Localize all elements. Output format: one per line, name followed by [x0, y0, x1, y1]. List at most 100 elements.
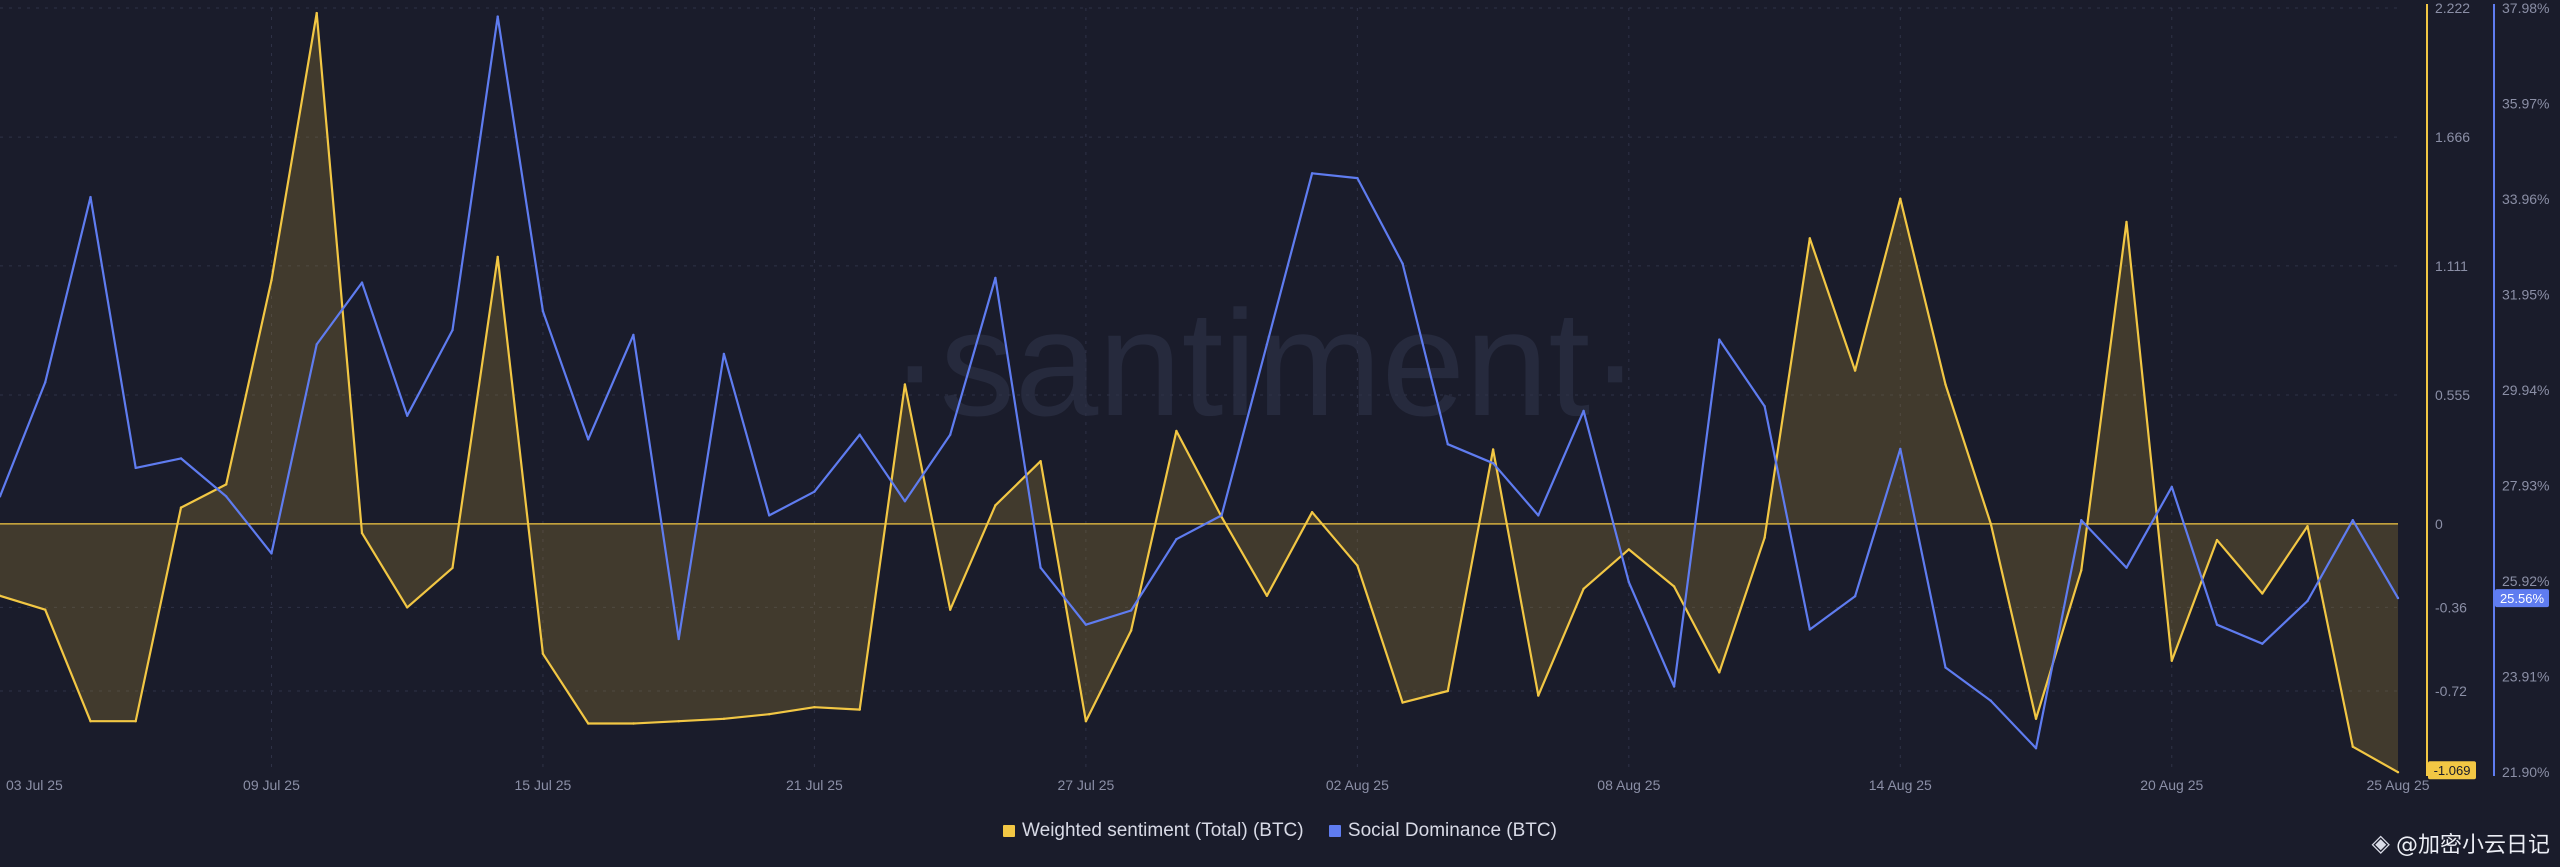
dominance-current-badge: [2495, 589, 2549, 608]
point-sentiment-18: [813, 706, 816, 709]
point-sentiment-35: [1582, 587, 1585, 590]
x-tick-label: 08 Aug 25: [1597, 777, 1660, 793]
point-dominance-28: [1265, 343, 1269, 346]
point-dominance-11: [496, 15, 499, 18]
x-tick-label: 20 Aug 25: [2140, 777, 2203, 793]
sentiment-tick-label: 0.555: [2435, 387, 2470, 403]
sentiment-tick-label: -0.72: [2435, 683, 2467, 699]
point-sentiment-44: [1989, 522, 1993, 525]
x-tick-label: 15 Jul 25: [515, 777, 572, 793]
sentiment-current-badge: [2428, 761, 2476, 780]
sentiment-tick-label: -0.36: [2435, 599, 2467, 615]
dominance-tick-label: 23.91%: [2502, 669, 2549, 685]
point-sentiment-40: [1808, 237, 1812, 240]
point-sentiment-46: [2080, 569, 2083, 572]
point-dominance-30: [1356, 176, 1359, 180]
diamond-logo-icon: ◈: [2371, 829, 2390, 857]
point-sentiment-51: [2306, 525, 2309, 528]
point-dominance-9: [406, 414, 409, 417]
point-dominance-14: [632, 333, 635, 337]
point-dominance-10: [451, 328, 454, 332]
point-dominance-20: [903, 500, 907, 503]
area-fill-weighted-sentiment: [0, 13, 2398, 773]
point-sentiment-26: [1175, 429, 1178, 433]
point-dominance-36: [1627, 580, 1631, 584]
point-dominance-4: [179, 457, 183, 460]
point-sentiment-9: [406, 606, 409, 609]
point-dominance-2: [89, 195, 92, 199]
point-sentiment-16: [722, 717, 726, 720]
point-sentiment-21: [949, 608, 952, 611]
point-dominance-43: [1944, 666, 1947, 669]
credit-watermark: ◈ @加密小云日记: [2372, 827, 2550, 859]
point-sentiment-25: [1129, 629, 1133, 632]
dominance-tick-label: 37.98%: [2502, 0, 2549, 16]
dominance-tick-label: 35.97%: [2502, 96, 2549, 112]
point-dominance-50: [2261, 642, 2264, 645]
point-dominance-44: [1989, 699, 1993, 702]
point-dominance-37: [1672, 685, 1676, 688]
point-sentiment-19: [858, 708, 861, 711]
legend: Weighted sentiment (Total) (BTC) Social …: [0, 820, 2560, 843]
point-sentiment-49: [2215, 538, 2219, 542]
point-dominance-52: [2351, 519, 2354, 522]
point-dominance-51: [2306, 599, 2309, 603]
dominance-current-value: 25.56%: [2500, 591, 2545, 606]
point-sentiment-24: [1084, 720, 1088, 723]
point-dominance-0: [0, 495, 2, 498]
point-dominance-7: [315, 343, 318, 346]
point-sentiment-28: [1265, 594, 1269, 597]
point-dominance-45: [2034, 747, 2038, 750]
dominance-tick-label: 31.95%: [2502, 287, 2549, 303]
legend-item-weighted-sentiment[interactable]: Weighted sentiment (Total) (BTC): [1003, 820, 1304, 842]
sentiment-tick-label: 0: [2435, 516, 2443, 532]
sentiment-tick-label: 1.666: [2435, 129, 2470, 145]
point-sentiment-4: [179, 506, 183, 509]
point-sentiment-33: [1491, 448, 1495, 451]
point-dominance-47: [2125, 566, 2128, 569]
point-dominance-19: [858, 433, 861, 436]
point-dominance-15: [677, 637, 680, 641]
point-sentiment-37: [1672, 585, 1676, 588]
point-dominance-5: [225, 495, 228, 498]
dominance-tick-label: 21.90%: [2502, 764, 2549, 780]
point-sentiment-45: [2034, 717, 2038, 720]
point-dominance-22: [994, 276, 997, 280]
point-dominance-42: [1899, 447, 1902, 451]
dominance-tick-label: 29.94%: [2502, 382, 2549, 398]
x-tick-label: 27 Jul 25: [1057, 777, 1114, 793]
point-sentiment-43: [1944, 383, 1947, 386]
point-dominance-21: [949, 433, 952, 436]
point-dominance-12: [541, 309, 545, 313]
point-dominance-13: [587, 438, 590, 441]
x-tick-label: 21 Jul 25: [786, 777, 843, 793]
point-sentiment-14: [632, 722, 635, 725]
point-dominance-40: [1808, 628, 1812, 631]
point-sentiment-7: [315, 11, 318, 15]
point-sentiment-39: [1763, 536, 1766, 539]
sentiment-tick-label: 1.111: [2435, 258, 2468, 274]
point-dominance-49: [2215, 623, 2219, 626]
legend-swatch-social-dominance: [1328, 825, 1341, 837]
point-sentiment-22: [994, 504, 997, 507]
point-dominance-35: [1582, 409, 1585, 413]
point-sentiment-32: [1446, 689, 1450, 693]
point-dominance-29: [1310, 172, 1314, 175]
point-dominance-1: [44, 381, 47, 384]
point-dominance-34: [1537, 514, 1540, 517]
point-dominance-53: [2396, 596, 2400, 600]
line-weighted-sentiment: [0, 12, 2399, 774]
point-sentiment-20: [903, 383, 907, 386]
point-dominance-18: [813, 490, 816, 493]
dominance-tick-label: 25.92%: [2502, 573, 2549, 589]
point-dominance-31: [1401, 262, 1404, 265]
x-tick-label: 02 Aug 25: [1326, 777, 1389, 793]
legend-item-social-dominance[interactable]: Social Dominance (BTC): [1328, 820, 1557, 842]
point-sentiment-15: [677, 720, 680, 723]
legend-label-weighted-sentiment: Weighted sentiment (Total) (BTC): [1022, 820, 1304, 841]
point-sentiment-10: [451, 566, 454, 570]
credit-handle: @加密小云日记: [2395, 833, 2550, 858]
point-sentiment-30: [1356, 564, 1359, 567]
point-sentiment-1: [44, 608, 47, 611]
point-sentiment-41: [1853, 369, 1857, 372]
